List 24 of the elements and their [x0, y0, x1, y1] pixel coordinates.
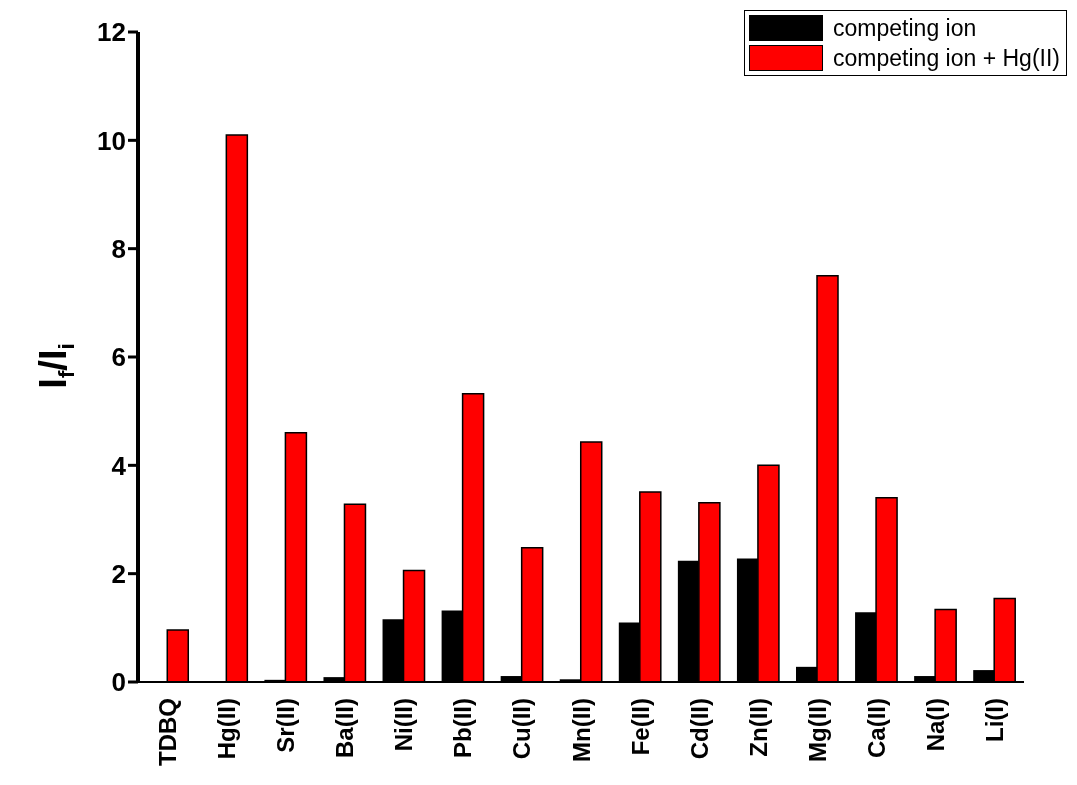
x-tick-label: Pb(II): [449, 698, 477, 758]
y-tick-label: 12: [97, 17, 126, 48]
x-tick-label: Cd(II): [685, 698, 713, 760]
legend-label: competing ion: [833, 14, 977, 42]
x-tick-label: Mn(II): [567, 698, 595, 762]
x-tick-label: Ba(II): [331, 698, 359, 758]
y-tick-label: 2: [111, 558, 126, 589]
x-tick-label: TDBQ: [154, 698, 182, 766]
x-tick-label: Sr(II): [272, 698, 300, 753]
y-tick-label: 4: [111, 450, 127, 481]
x-tick-label: Hg(II): [213, 698, 241, 760]
y-tick-label: 8: [111, 233, 126, 264]
legend-label: competing ion + Hg(II): [833, 44, 1060, 72]
y-tick-label: 10: [97, 125, 126, 156]
x-tick-label: Li(I): [980, 698, 1008, 742]
x-tick-label: Fe(II): [626, 698, 654, 756]
y-tick-label: 0: [111, 667, 126, 698]
x-tick-label: Ni(II): [390, 698, 418, 752]
x-tick-label: Cu(II): [508, 698, 536, 760]
x-tick-label: Na(I): [921, 698, 949, 752]
x-tick-label: Ca(II): [862, 698, 890, 758]
y-tick-label: 6: [111, 342, 126, 373]
x-tick-label: Zn(II): [744, 698, 772, 757]
x-tick-label: Mg(II): [803, 698, 831, 762]
